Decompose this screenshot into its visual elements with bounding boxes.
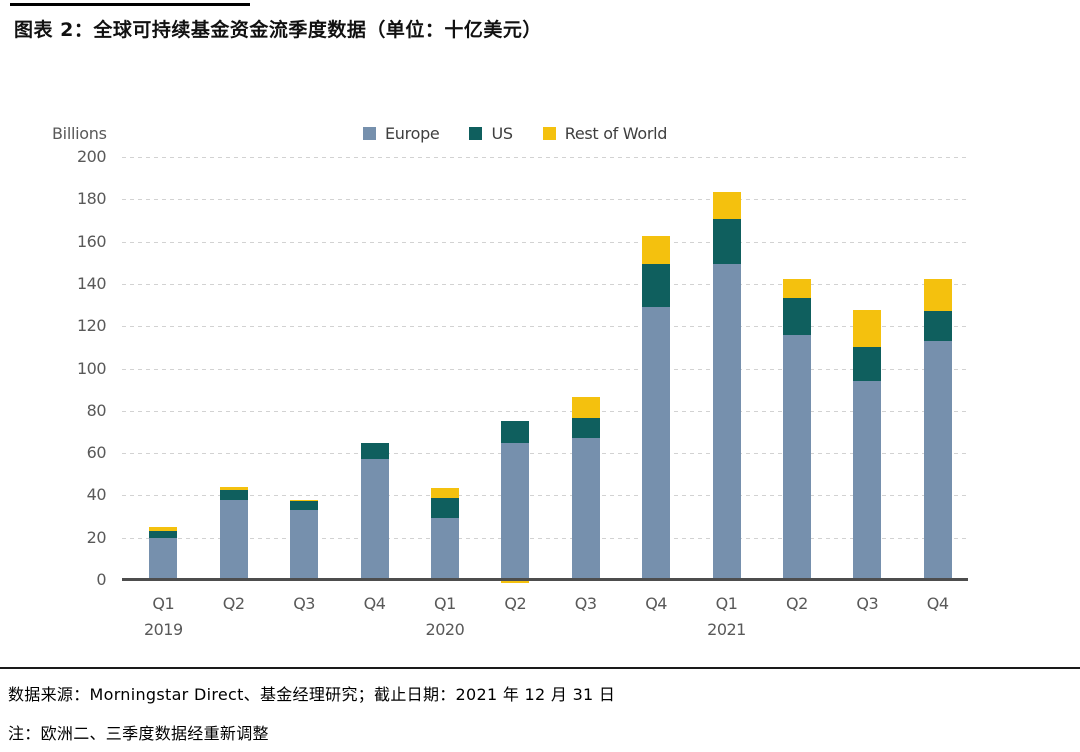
bar-q4-us <box>642 263 671 308</box>
bar-q4-europe <box>360 459 389 580</box>
source-text: 数据来源：Morningstar Direct、基金经理研究；截止日期：2021… <box>8 685 616 704</box>
plot-area <box>122 157 968 584</box>
x-year-label-2020: 2020 <box>425 620 465 639</box>
y-tick-label: 20 <box>86 527 107 547</box>
x-tick-label: Q4 <box>363 594 386 613</box>
bar-q3-europe <box>290 510 319 580</box>
y-tick-label: 200 <box>76 147 107 166</box>
bar-q4-europe <box>923 341 952 580</box>
y-axis-title: Billions <box>52 124 107 143</box>
bar-q1-europe <box>712 263 741 580</box>
y-tick-label: 100 <box>76 358 107 378</box>
bar-q2-europe <box>782 334 811 580</box>
bar-q3-europe <box>571 438 600 580</box>
bottom-divider-rule <box>0 667 1080 669</box>
x-tick-label: Q1 <box>434 594 456 613</box>
y-tick-label: 80 <box>86 400 107 420</box>
bar-q1-us <box>712 219 741 264</box>
legend-swatch-icon <box>363 127 376 140</box>
bar-q2-europe <box>219 499 248 580</box>
legend-item-us: US <box>469 124 513 143</box>
chart-legend: Europe US Rest of World <box>363 124 667 143</box>
legend-label: Rest of World <box>564 124 668 143</box>
gridline-20 <box>122 537 968 539</box>
legend-item-rest-of-world: Rest of World <box>542 124 668 143</box>
bar-q1-rest-of-world <box>712 191 741 220</box>
bar-q3-us <box>290 500 319 511</box>
bar-q4-us <box>360 442 389 460</box>
bar-q1-us <box>430 497 459 518</box>
x-tick-label: Q4 <box>645 594 667 613</box>
x-tick-label: Q1 <box>152 594 175 613</box>
bar-q3-rest-of-world <box>290 499 319 501</box>
legend-swatch-icon <box>469 127 483 140</box>
bar-q1-us <box>149 531 178 538</box>
bar-q2-us <box>782 297 811 335</box>
legend-item-europe: Europe <box>363 124 440 143</box>
x-tick-label: Q4 <box>926 594 949 613</box>
x-tick-label: Q2 <box>786 594 808 613</box>
bar-q3-europe <box>853 381 882 580</box>
bar-q1-europe <box>149 537 178 580</box>
y-tick-label: 0 <box>96 570 106 589</box>
bar-q4-rest-of-world <box>642 236 671 264</box>
legend-label: Europe <box>385 124 440 143</box>
gridline-80 <box>122 410 968 412</box>
x-year-label-2019: 2019 <box>143 620 183 639</box>
chart-title: 图表 2：全球可持续基金资金流季度数据（单位：十亿美元） <box>14 19 542 41</box>
bar-q4-us <box>923 311 952 341</box>
bar-q1-europe <box>430 517 459 580</box>
bar-q2-us <box>219 490 248 500</box>
bar-q1-rest-of-world <box>430 487 459 498</box>
x-tick-label: Q2 <box>222 594 245 613</box>
y-tick-label: 40 <box>86 485 107 505</box>
x-year-label-2021: 2021 <box>707 620 746 639</box>
bar-q4-europe <box>642 307 671 580</box>
x-tick-label: Q2 <box>504 594 527 613</box>
bar-q3-us <box>853 347 882 382</box>
note-text: 注：欧洲二、三季度数据经重新调整 <box>8 724 269 743</box>
x-tick-label: Q1 <box>715 594 738 613</box>
x-tick-label: Q3 <box>293 594 315 613</box>
bar-q2-us <box>501 421 530 443</box>
x-axis-line <box>122 578 968 581</box>
bar-q2-rest-of-world <box>501 579 530 584</box>
top-divider-rule <box>10 3 250 6</box>
gridline-160 <box>122 241 968 243</box>
gridline-120 <box>122 326 968 328</box>
y-tick-label: 120 <box>76 316 107 336</box>
bar-q1-rest-of-world <box>149 527 178 532</box>
bar-q2-europe <box>501 442 530 580</box>
gridline-40 <box>122 495 968 497</box>
y-tick-label: 180 <box>76 189 107 209</box>
gridline-100 <box>122 368 968 370</box>
bar-q2-rest-of-world <box>782 278 811 298</box>
gridline-180 <box>122 199 968 201</box>
x-axis-labels: Q1 Q2 Q3 Q4 Q1 Q2 Q3 Q4 Q1 Q2 Q3 Q4 2019 2020 2021 <box>122 594 968 644</box>
legend-swatch-icon <box>542 127 556 140</box>
bar-q3-rest-of-world <box>571 397 600 419</box>
bar-q3-us <box>571 418 600 439</box>
legend-label: US <box>491 124 513 143</box>
y-tick-label: 140 <box>76 273 107 293</box>
gridline-140 <box>122 283 968 285</box>
x-tick-label: Q3 <box>856 594 879 613</box>
y-tick-label: 160 <box>76 231 107 251</box>
bar-q3-rest-of-world <box>853 310 882 348</box>
y-tick-label: 60 <box>86 443 107 463</box>
gridline-200 <box>122 157 968 158</box>
bar-q4-rest-of-world <box>923 278 952 312</box>
bar-q2-rest-of-world <box>219 486 248 491</box>
gridline-60 <box>122 453 968 455</box>
x-tick-label: Q3 <box>574 594 597 613</box>
